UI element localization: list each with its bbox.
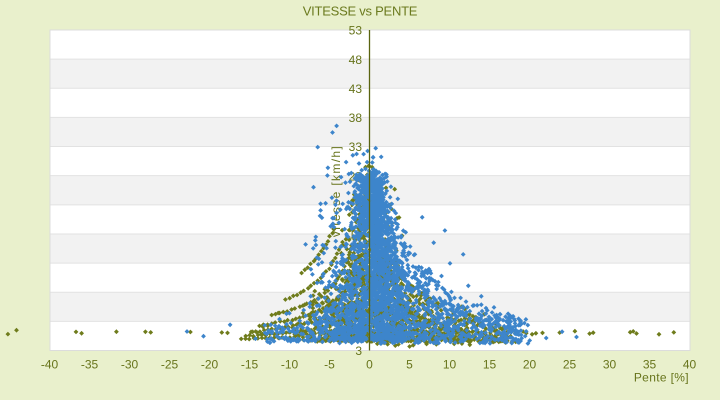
svg-text:40: 40 <box>683 358 697 372</box>
svg-text:20: 20 <box>523 358 537 372</box>
svg-text:25: 25 <box>563 358 577 372</box>
svg-text:0: 0 <box>366 358 373 372</box>
svg-text:43: 43 <box>349 82 363 96</box>
svg-text:-15: -15 <box>241 358 259 372</box>
svg-text:15: 15 <box>483 358 497 372</box>
svg-text:-10: -10 <box>281 358 299 372</box>
svg-text:-20: -20 <box>201 358 219 372</box>
svg-text:-35: -35 <box>81 358 99 372</box>
svg-text:33: 33 <box>349 140 363 154</box>
svg-text:5: 5 <box>406 358 413 372</box>
svg-text:48: 48 <box>349 53 363 67</box>
svg-text:53: 53 <box>349 24 363 38</box>
svg-text:10: 10 <box>443 358 457 372</box>
svg-text:30: 30 <box>603 358 617 372</box>
svg-text:35: 35 <box>643 358 657 372</box>
svg-text:-30: -30 <box>121 358 139 372</box>
svg-text:3: 3 <box>355 344 362 358</box>
svg-text:-25: -25 <box>161 358 179 372</box>
svg-text:-40: -40 <box>41 358 59 372</box>
svg-text:-5: -5 <box>324 358 335 372</box>
svg-text:Pente [%]: Pente [%] <box>634 371 689 385</box>
svg-text:38: 38 <box>349 111 363 125</box>
svg-text:VITESSE vs PENTE: VITESSE vs PENTE <box>303 3 418 18</box>
svg-text:vitesse [km/h]: vitesse [km/h] <box>329 145 343 237</box>
